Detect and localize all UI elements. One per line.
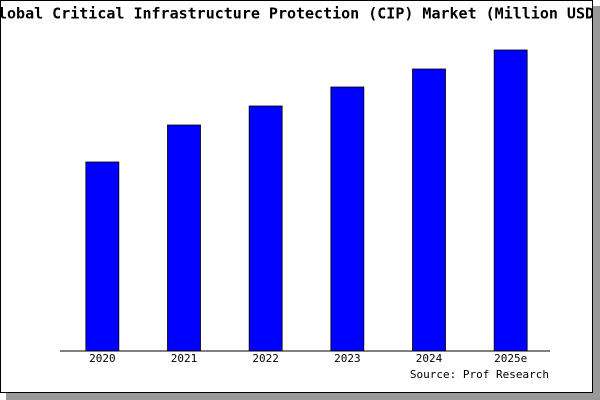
chart-title: Global Critical Infrastructure Protectio… xyxy=(0,5,600,23)
plot: 2020 2021 2022 2023 2024 2025e xyxy=(85,49,528,365)
x-tick-label: 2023 xyxy=(334,352,361,365)
x-tick-label: 2024 xyxy=(416,352,443,365)
bar xyxy=(412,68,446,352)
bar xyxy=(493,49,528,352)
bar xyxy=(330,86,365,352)
source-note: Source: Prof Research xyxy=(410,368,549,381)
x-tick-label: 2020 xyxy=(89,352,116,365)
frame-content: Global Critical Infrastructure Protectio… xyxy=(0,5,600,23)
x-tick-label: 2025e xyxy=(494,352,527,365)
x-tick-label: 2022 xyxy=(252,352,279,365)
bar xyxy=(167,124,201,352)
bar xyxy=(85,161,120,352)
x-tick-label: 2021 xyxy=(171,352,198,365)
plot-area xyxy=(60,50,550,351)
bar xyxy=(248,105,283,352)
